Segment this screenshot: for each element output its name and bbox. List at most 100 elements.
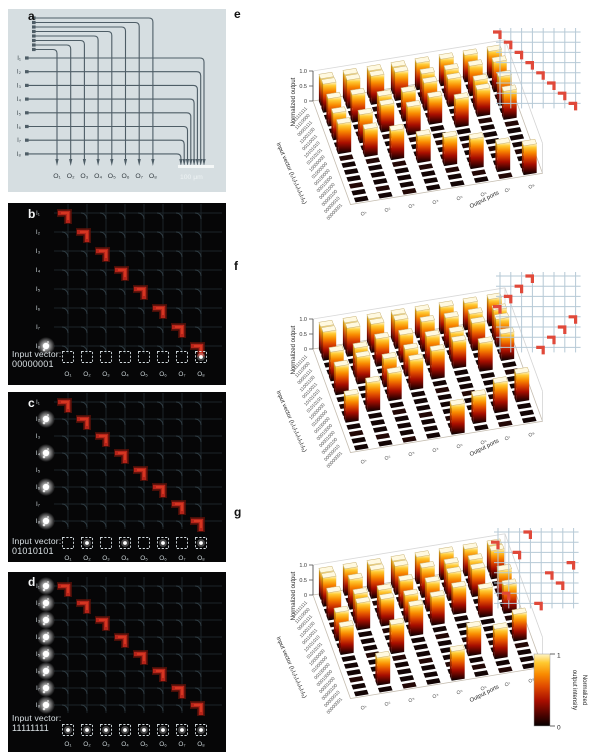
svg-text:O₆: O₆ (159, 741, 167, 748)
svg-text:O₆: O₆ (479, 438, 487, 446)
svg-text:O₅: O₅ (455, 688, 463, 696)
scale-bar (178, 165, 214, 168)
panel-label-c: c (28, 396, 35, 410)
svg-text:I₁: I₁ (36, 399, 40, 406)
svg-text:Normalized: Normalized (581, 675, 587, 705)
svg-text:O₆: O₆ (159, 555, 167, 562)
svg-text:O₁: O₁ (360, 209, 368, 217)
svg-text:0.5: 0.5 (299, 332, 307, 338)
panel-label-g: g (234, 505, 242, 519)
svg-text:I₂: I₂ (36, 229, 41, 236)
svg-text:I₅: I₅ (36, 286, 41, 293)
panel-d-caption: Input vector: 11111111 (12, 713, 92, 733)
svg-text:O₃: O₃ (102, 555, 110, 562)
svg-text:O₈: O₈ (149, 173, 157, 180)
svg-text:O₅: O₅ (108, 173, 116, 180)
panel-e-bar3d-chart: 0 0.5 1.0 Normalized output 11111111 11110000… (233, 24, 573, 259)
svg-text:I₃: I₃ (36, 433, 41, 440)
panel-c-caption: Input vector: 01010101 (12, 536, 92, 556)
svg-text:O₃: O₃ (102, 371, 110, 378)
svg-text:O₅: O₅ (140, 555, 148, 562)
svg-text:1.0: 1.0 (299, 69, 307, 75)
svg-text:I₁: I₁ (17, 55, 21, 62)
svg-text:I₃: I₃ (36, 248, 41, 255)
svg-text:O₆: O₆ (479, 190, 487, 198)
svg-text:1: 1 (557, 653, 561, 660)
svg-text:O₄: O₄ (431, 198, 439, 206)
svg-text:O₂: O₂ (384, 206, 392, 214)
svg-text:Normalized output: Normalized output (291, 77, 297, 126)
svg-text:O₂: O₂ (83, 555, 91, 562)
panel-b-caption: Input vector: 00000001 (12, 349, 92, 369)
svg-text:O₃: O₃ (407, 696, 415, 704)
svg-text:O₃: O₃ (407, 450, 415, 458)
svg-text:O₂: O₂ (384, 454, 392, 462)
svg-text:O₇: O₇ (504, 434, 512, 442)
svg-text:I₆: I₆ (36, 305, 41, 312)
svg-text:I₅: I₅ (36, 467, 41, 474)
svg-text:O₁: O₁ (64, 371, 71, 378)
svg-text:Input vector (I₁I₂I₃I₄I₅I₆I₇I₈: Input vector (I₁I₂I₃I₄I₅I₆I₇I₈) (275, 390, 308, 453)
svg-text:Input vector (I₁I₂I₃I₄I₅I₆I₇I₈: Input vector (I₁I₂I₃I₄I₅I₆I₇I₈) (275, 636, 308, 699)
svg-text:O₆: O₆ (121, 173, 129, 180)
svg-text:O₅: O₅ (455, 442, 463, 450)
svg-text:O₈: O₈ (527, 182, 535, 190)
svg-text:0: 0 (304, 99, 307, 105)
svg-text:Normalized output: Normalized output (291, 571, 297, 620)
svg-text:O₈: O₈ (527, 676, 535, 684)
svg-text:O₄: O₄ (431, 446, 439, 454)
svg-text:O₁: O₁ (53, 173, 61, 180)
svg-text:O₈: O₈ (197, 741, 205, 748)
svg-text:100 μm: 100 μm (180, 174, 203, 181)
panel-label-f: f (234, 259, 238, 273)
svg-text:O₇: O₇ (178, 741, 185, 748)
svg-text:O₃: O₃ (407, 202, 415, 210)
svg-text:O₄: O₄ (94, 173, 102, 180)
svg-text:O₇: O₇ (178, 555, 185, 562)
svg-text:0: 0 (304, 593, 307, 599)
svg-text:O₅: O₅ (140, 371, 148, 378)
panel-e-routing-inset (492, 26, 592, 118)
input-vector-value: 11111111 (12, 723, 49, 733)
svg-text:O₇: O₇ (178, 371, 185, 378)
svg-text:O₇: O₇ (504, 680, 512, 688)
svg-text:O₂: O₂ (384, 700, 392, 708)
svg-text:O₁: O₁ (64, 555, 71, 562)
svg-text:O₁: O₁ (64, 741, 71, 748)
svg-text:O₈: O₈ (197, 555, 205, 562)
svg-text:Normalized output: Normalized output (291, 325, 297, 374)
svg-text:O₈: O₈ (197, 371, 205, 378)
panel-label-d: d (28, 575, 36, 589)
input-vector-value: 01010101 (12, 546, 54, 556)
svg-text:O₄: O₄ (431, 692, 439, 700)
svg-text:O₆: O₆ (159, 371, 167, 378)
svg-text:0: 0 (304, 347, 307, 353)
svg-text:I₇: I₇ (36, 324, 40, 331)
colorbar: 1 0 Normalized output intensity (528, 648, 600, 752)
svg-text:I₈: I₈ (17, 151, 22, 158)
input-vector-label: Input vector: (12, 349, 62, 359)
panel-label-e: e (234, 7, 241, 21)
svg-text:1.0: 1.0 (299, 317, 307, 323)
svg-text:0.5: 0.5 (299, 84, 307, 90)
svg-text:0: 0 (557, 725, 561, 732)
svg-text:1.0: 1.0 (299, 563, 307, 569)
svg-text:O₁: O₁ (360, 703, 368, 711)
svg-text:O₄: O₄ (121, 741, 129, 748)
svg-text:O₃: O₃ (80, 173, 88, 180)
svg-text:O₅: O₅ (140, 741, 148, 748)
panel-f-bar3d-chart: 0 0.5 1.0 Normalized output 11111111 11110000… (233, 272, 573, 507)
svg-text:O₄: O₄ (121, 555, 129, 562)
svg-text:O₇: O₇ (504, 186, 512, 194)
svg-text:O₄: O₄ (121, 371, 129, 378)
svg-text:I₇: I₇ (36, 501, 40, 508)
svg-text:O₂: O₂ (83, 371, 91, 378)
panel-f-routing-inset (492, 270, 592, 362)
panel-a-micrograph: I₁ I₂ I₃ I₄ I₅ I₆ I₇ I₈ O₁ O₂ O₃ O₄ O₅ O₆ O₇ O₈ 100 μm (8, 9, 226, 192)
panel-g-routing-inset (490, 526, 590, 618)
svg-text:I₄: I₄ (36, 267, 41, 274)
svg-text:I₄: I₄ (17, 96, 22, 103)
svg-text:O₃: O₃ (102, 741, 110, 748)
